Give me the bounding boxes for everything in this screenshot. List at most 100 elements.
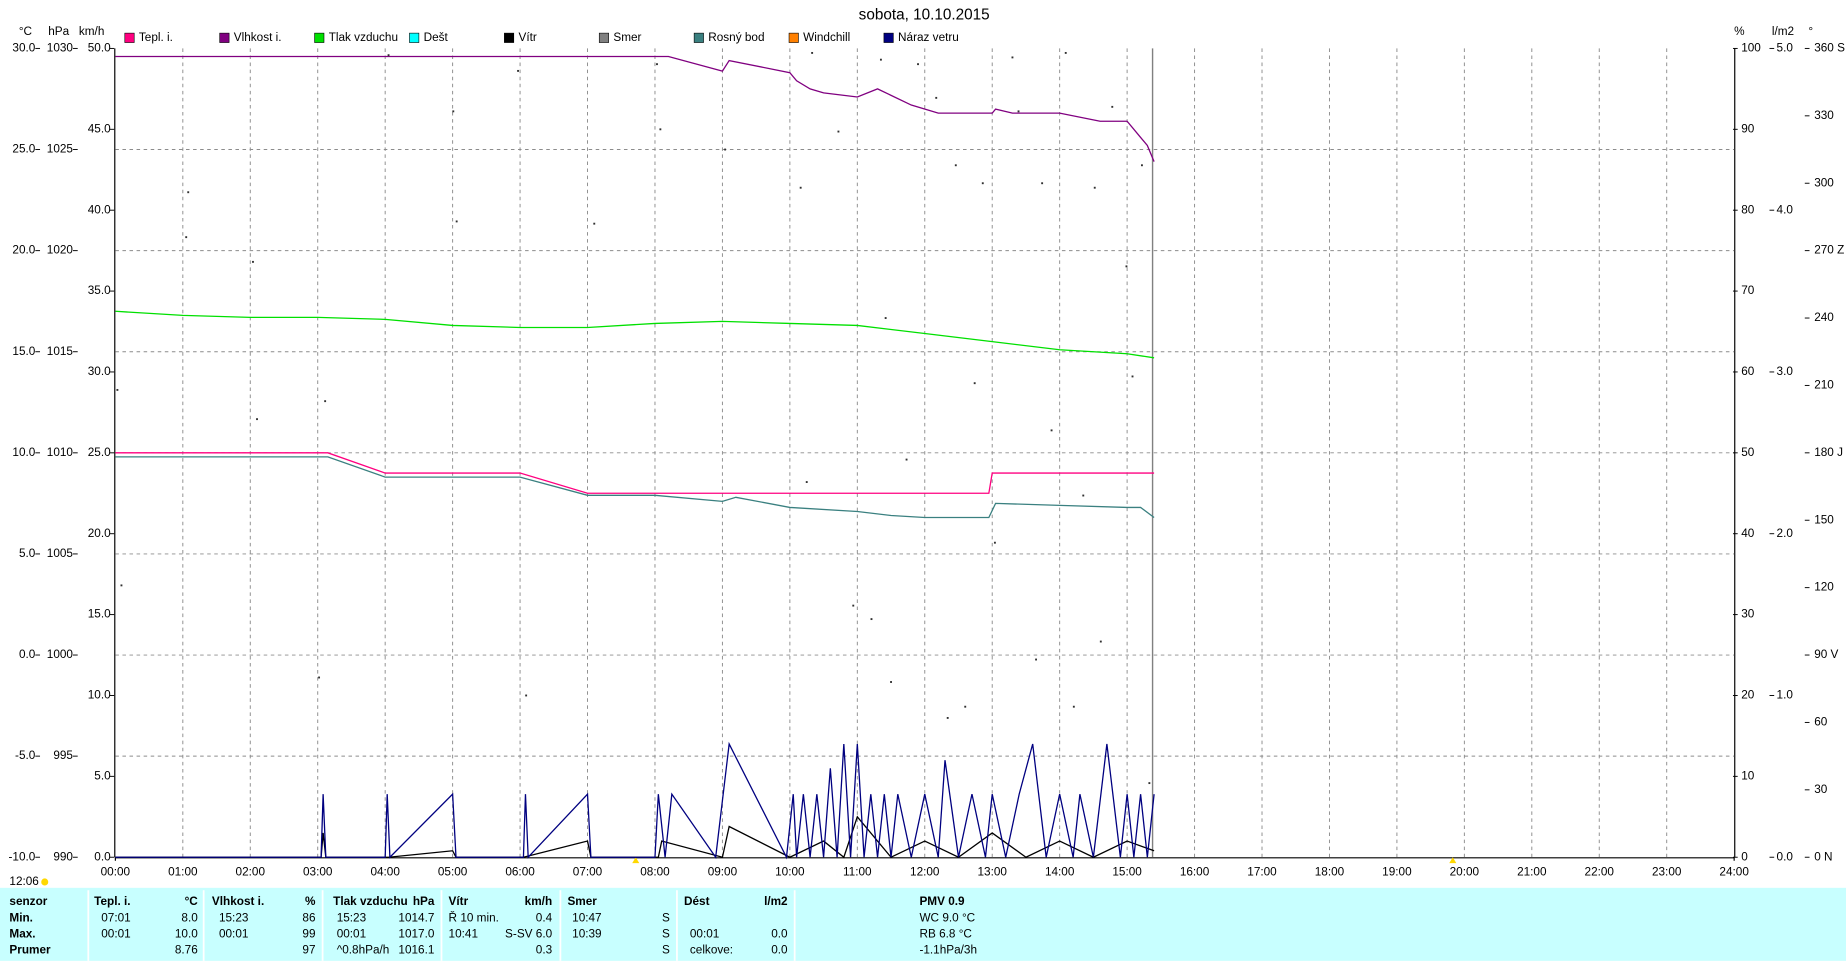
stats-cell: S-SV 6.0 (505, 927, 553, 940)
y-tick-label: 45.0 (88, 122, 111, 135)
stats-cell: S (662, 943, 670, 956)
stats-header: hPa (413, 895, 435, 908)
y-tick-label: 10.0 (12, 446, 35, 459)
legend-swatch (504, 32, 515, 43)
stats-cell: 0.3 (536, 943, 553, 956)
direction-dot (954, 164, 957, 167)
y-tick-label: 15.0 (12, 345, 35, 358)
y-tick-label: 70 (1741, 284, 1755, 297)
stats-cell: 8.76 (175, 943, 198, 956)
direction-dot (852, 604, 855, 607)
x-tick-label: 00:00 (101, 866, 131, 879)
stats-cell: -1.1hPa/3h (919, 943, 977, 956)
stats-cell: S (662, 912, 670, 925)
y-tick-label: 180 J (1814, 446, 1843, 459)
y-tick-label: 30.0 (12, 42, 35, 55)
direction-dot (1017, 110, 1020, 113)
x-tick-label: 10:00 (775, 866, 805, 879)
stats-cell: RB 6.8 °C (919, 927, 972, 940)
y-tick-label: 3.0 (1777, 365, 1794, 378)
y-tick-label: 1000 (47, 648, 74, 661)
direction-dot (884, 317, 887, 319)
y-tick-label: 0 (1741, 850, 1748, 863)
stats-header: km/h (525, 895, 552, 908)
y-tick-label: 90 V (1814, 648, 1838, 661)
y-tick-label: 25.0 (88, 446, 111, 459)
direction-dot (1041, 182, 1044, 185)
direction-dot (1072, 705, 1075, 708)
y-tick-label: 30 (1814, 783, 1828, 796)
stats-header: Vítr (449, 895, 469, 908)
y-tick-label: 0.0 (19, 648, 36, 661)
stats-cell: 00:01 (690, 927, 719, 940)
direction-dot (593, 222, 596, 225)
legend-label: Vlhkost i. (234, 31, 282, 44)
y-tick-label: 5.0 (94, 769, 111, 782)
x-tick-label: 08:00 (640, 866, 670, 879)
x-tick-label: 03:00 (303, 866, 333, 879)
y-tick-label: 1010 (47, 446, 74, 459)
stats-cell: 10:39 (572, 927, 601, 940)
x-tick-label: 07:00 (573, 866, 603, 879)
x-tick-label: 18:00 (1315, 866, 1345, 879)
direction-dot (981, 182, 984, 185)
direction-dot (455, 220, 458, 223)
direction-dot (659, 128, 662, 131)
series-line (115, 815, 1155, 859)
direction-dot (973, 382, 976, 385)
stats-cell: 07:01 (101, 912, 130, 925)
stats-cell: 8.0 (181, 912, 198, 925)
y-tick-label: 5.0 (19, 547, 36, 560)
chart-title: sobota, 10.10.2015 (859, 7, 990, 24)
series-line (115, 741, 1155, 860)
direction-dot (324, 400, 327, 403)
direction-dot (811, 51, 814, 54)
direction-dot (1099, 640, 1102, 643)
direction-dot (318, 676, 321, 679)
direction-dot (1064, 51, 1067, 54)
y-tick-label: 1.0 (1777, 689, 1794, 702)
direction-dot (964, 705, 967, 708)
legend-swatch (409, 32, 420, 43)
x-tick-label: 20:00 (1450, 866, 1480, 879)
y-tick-label: 1005 (47, 547, 74, 560)
y-tick-label: 270 Z (1814, 244, 1844, 257)
stats-cell: WC 9.0 °C (919, 912, 975, 925)
y-tick-label: 240 (1814, 311, 1834, 324)
axis-title: ° (1808, 25, 1813, 38)
y-tick-label: 120 (1814, 581, 1834, 594)
stats-row-label: Min. (9, 912, 33, 925)
direction-dot (799, 186, 802, 189)
stats-panel (0, 887, 1846, 961)
direction-dot (120, 584, 123, 587)
stats-cell: 1017.0 (398, 927, 434, 940)
y-tick-label: 40 (1741, 527, 1755, 540)
legend-label: Tepl. i. (139, 31, 173, 44)
y-tick-label: 1030 (47, 42, 74, 55)
stats-row-label: Max. (9, 927, 35, 940)
y-tick-label: 360 S (1814, 42, 1845, 55)
axis-title: km/h (79, 25, 105, 38)
stats-header: PMV 0.9 (919, 895, 965, 908)
direction-dot (252, 260, 254, 263)
direction-dot (116, 388, 119, 391)
y-tick-label: -5.0 (15, 749, 36, 762)
x-tick-label: 13:00 (977, 866, 1007, 879)
y-tick-label: 30.0 (88, 365, 111, 378)
y-tick-label: 60 (1814, 716, 1828, 729)
direction-dot (517, 69, 519, 72)
stats-header: °C (185, 895, 199, 908)
stats-cell: 86 (302, 912, 316, 925)
y-tick-label: 80 (1741, 203, 1755, 216)
y-tick-label: 10.0 (88, 689, 111, 702)
series-line (115, 310, 1155, 359)
y-tick-label: 330 (1814, 109, 1834, 122)
y-tick-label: 2.0 (1777, 527, 1794, 540)
stats-cell: 10:47 (572, 912, 601, 925)
y-tick-label: 995 (53, 749, 73, 762)
legend-label: Dešt (424, 31, 449, 44)
direction-dot (724, 148, 727, 151)
x-tick-label: 23:00 (1652, 866, 1682, 879)
direction-dot (837, 130, 840, 133)
x-tick-label: 21:00 (1517, 866, 1547, 879)
